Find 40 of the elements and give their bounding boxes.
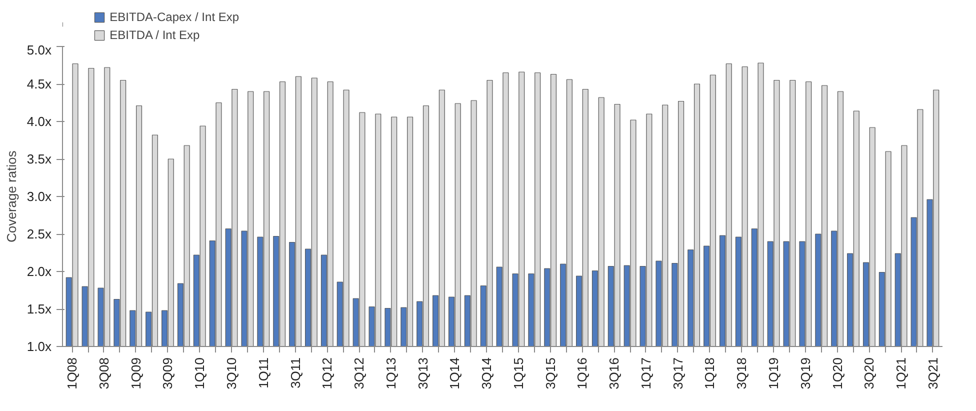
x-tick-label: 1Q13	[383, 357, 398, 390]
x-tick-label: 1Q10	[192, 357, 208, 390]
y-tick-label: 2.0x	[26, 264, 52, 279]
x-tick-label: 3Q09	[160, 357, 176, 390]
x-tick-label: 3Q18	[734, 357, 750, 390]
x-tick-label: 1Q19	[766, 357, 782, 390]
x-tick-label: 1Q17	[638, 357, 654, 390]
x-tick-label: 3Q08	[96, 357, 112, 390]
x-tick-label: 1Q14	[447, 357, 462, 390]
y-tick-label: 3.0x	[26, 189, 52, 204]
x-tick-label: 3Q13	[415, 357, 430, 390]
x-tick-label: 3Q20	[862, 357, 877, 390]
x-tick-label: 3Q11	[288, 357, 303, 388]
x-tick-label: 1Q11	[256, 357, 271, 388]
x-tick-label: 1Q12	[320, 357, 335, 390]
y-tick-label: 4.5x	[26, 76, 52, 92]
x-tick-label: 3Q21	[925, 357, 940, 390]
x-tick-label: 1Q16	[574, 357, 590, 390]
x-tick-label: 3Q15	[542, 357, 558, 390]
x-tick-label: 3Q14	[479, 357, 494, 390]
x-tick-label: 3Q10	[224, 357, 239, 390]
x-tick-label: 1Q20	[830, 357, 845, 390]
x-tick-label: 3Q12	[352, 357, 367, 390]
x-tick-label: 1Q09	[128, 357, 144, 390]
y-axis-title: Coverage ratios	[4, 150, 19, 242]
y-tick-label: 4.0x	[26, 114, 52, 129]
y-tick-label: 5.0x	[26, 42, 52, 58]
x-tick-label: 3Q19	[798, 357, 813, 390]
x-tick-label: 1Q08	[64, 357, 80, 390]
x-tick-label: 1Q18	[702, 357, 718, 390]
x-tick-label: 3Q16	[606, 357, 622, 390]
legend-label: EBITDA-Capex / Int Exp	[110, 10, 240, 24]
legend-label: EBITDA / Int Exp	[110, 28, 200, 42]
y-tick-label: 2.5x	[26, 226, 52, 242]
x-tick-label: 1Q15	[510, 357, 526, 390]
x-tick-label: 3Q17	[670, 357, 686, 390]
y-tick-label: 1.5x	[26, 302, 52, 316]
x-tick-label: 1Q21	[894, 357, 909, 390]
y-tick-label: 3.5x	[26, 152, 52, 166]
y-tick-label: 1.0x	[26, 339, 52, 354]
